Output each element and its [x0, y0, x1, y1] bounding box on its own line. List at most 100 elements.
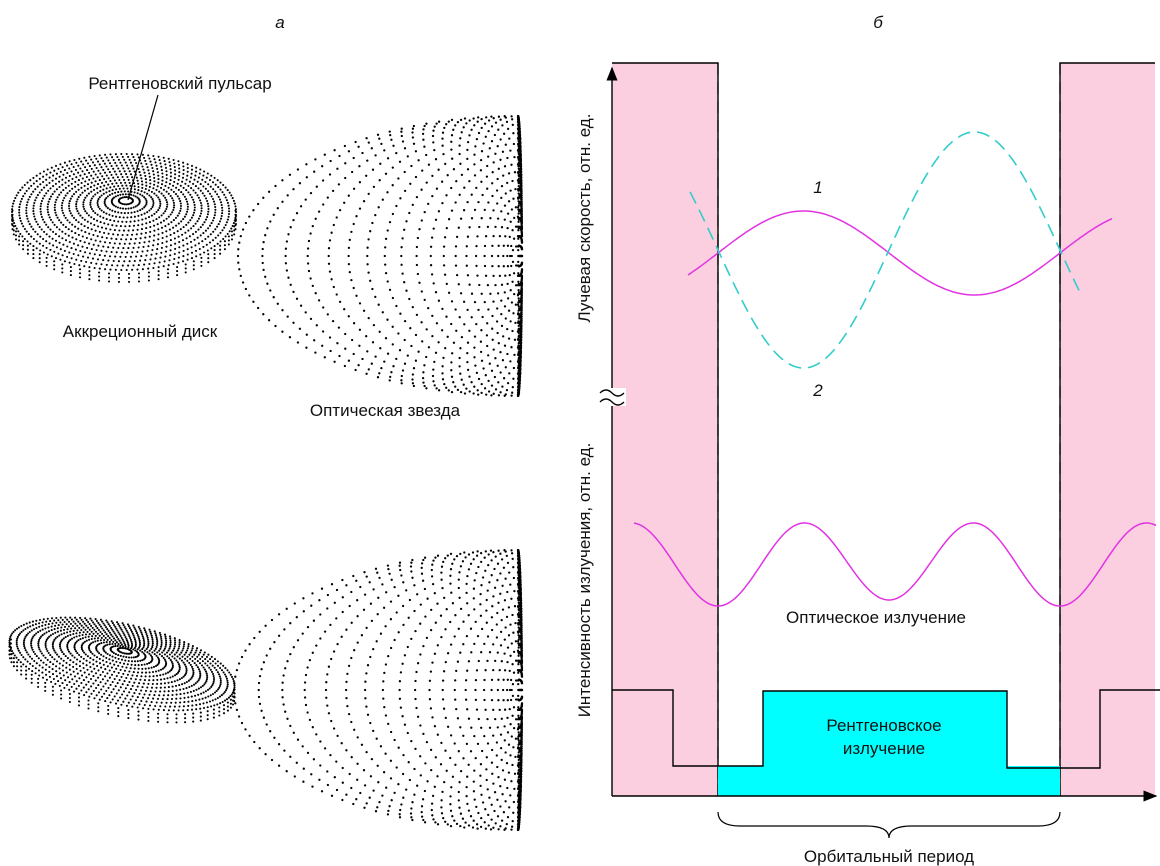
surface-dot [195, 703, 198, 706]
surface-dot [192, 689, 195, 692]
surface-dot [172, 206, 175, 209]
surface-dot [155, 188, 158, 191]
surface-dot [216, 696, 219, 700]
surface-dot [142, 682, 145, 685]
surface-dot [98, 154, 101, 157]
surface-dot [38, 177, 41, 180]
surface-dot [490, 574, 493, 577]
surface-dot [162, 219, 165, 222]
surface-dot [30, 644, 33, 647]
surface-dot [167, 709, 170, 712]
surface-dot [147, 216, 151, 219]
surface-dot [45, 256, 48, 259]
surface-dot [103, 202, 106, 205]
surface-dot [22, 248, 25, 251]
surface-dot [85, 639, 88, 642]
surface-dot [81, 637, 84, 640]
surface-dot [520, 202, 523, 206]
surface-dot [68, 668, 71, 671]
surface-dot [367, 192, 370, 196]
surface-dot [189, 678, 192, 681]
surface-dot [48, 242, 51, 245]
surface-dot [506, 265, 510, 268]
surface-dot [199, 183, 202, 186]
surface-dot [499, 138, 502, 141]
surface-dot [157, 716, 160, 719]
surface-dot [321, 179, 325, 182]
surface-dot [451, 775, 455, 778]
surface-dot [23, 639, 26, 642]
surface-dot [475, 137, 479, 141]
surface-dot [401, 140, 405, 143]
surface-dot [206, 172, 209, 175]
surface-dot [468, 329, 471, 332]
surface-dot [120, 238, 123, 241]
surface-dot [166, 203, 169, 206]
surface-dot [517, 204, 520, 207]
surface-dot [403, 281, 406, 284]
surface-dot [62, 243, 65, 246]
surface-dot [111, 264, 114, 267]
surface-dot [75, 238, 78, 241]
surface-dot [77, 221, 80, 224]
surface-dot [92, 218, 96, 221]
surface-dot [148, 662, 151, 665]
surface-dot [94, 630, 98, 633]
surface-dot [133, 185, 136, 188]
surface-dot [225, 698, 229, 701]
surface-dot [465, 634, 469, 638]
surface-dot [163, 647, 166, 650]
surface-dot [64, 636, 67, 639]
surface-dot [206, 676, 209, 679]
surface-dot [70, 618, 73, 621]
surface-dot [518, 382, 521, 385]
surface-dot [25, 677, 28, 680]
surface-dot [187, 704, 190, 707]
surface-dot [130, 663, 133, 666]
surface-dot [145, 700, 148, 703]
surface-dot [509, 654, 512, 657]
surface-dot [212, 188, 215, 191]
surface-dot [45, 673, 48, 676]
surface-dot [131, 198, 134, 201]
surface-dot [495, 754, 498, 757]
surface-dot [144, 667, 147, 670]
surface-dot [510, 264, 513, 268]
surface-dot [446, 652, 450, 655]
surface-dot [185, 198, 188, 201]
surface-dot [90, 685, 93, 688]
surface-dot [178, 678, 181, 681]
accretion-disk-bottom [8, 616, 236, 724]
surface-dot [233, 692, 236, 695]
surface-dot [74, 225, 77, 228]
surface-dot [224, 689, 228, 692]
surface-dot [384, 337, 388, 340]
surface-dot [57, 655, 60, 658]
surface-dot [131, 268, 134, 271]
surface-dot [54, 239, 58, 242]
surface-dot [173, 232, 176, 235]
surface-dot [140, 228, 144, 231]
surface-dot [88, 266, 91, 269]
surface-dot [344, 332, 347, 336]
surface-dot [384, 263, 387, 266]
surface-dot [487, 201, 490, 204]
surface-dot [93, 184, 96, 187]
surface-dot [58, 643, 62, 646]
surface-dot [152, 239, 155, 242]
surface-dot [506, 254, 509, 258]
surface-dot [503, 291, 506, 294]
surface-dot [445, 386, 448, 389]
surface-dot [89, 677, 93, 681]
surface-dot [333, 360, 336, 363]
surface-dot [114, 268, 117, 271]
surface-dot [513, 787, 516, 791]
surface-dot [147, 707, 150, 710]
surface-dot [386, 191, 389, 194]
surface-dot [83, 198, 86, 202]
surface-dot [90, 174, 93, 177]
surface-dot [26, 626, 29, 629]
surface-dot [475, 805, 478, 809]
surface-dot [411, 127, 415, 130]
surface-dot [25, 651, 28, 654]
